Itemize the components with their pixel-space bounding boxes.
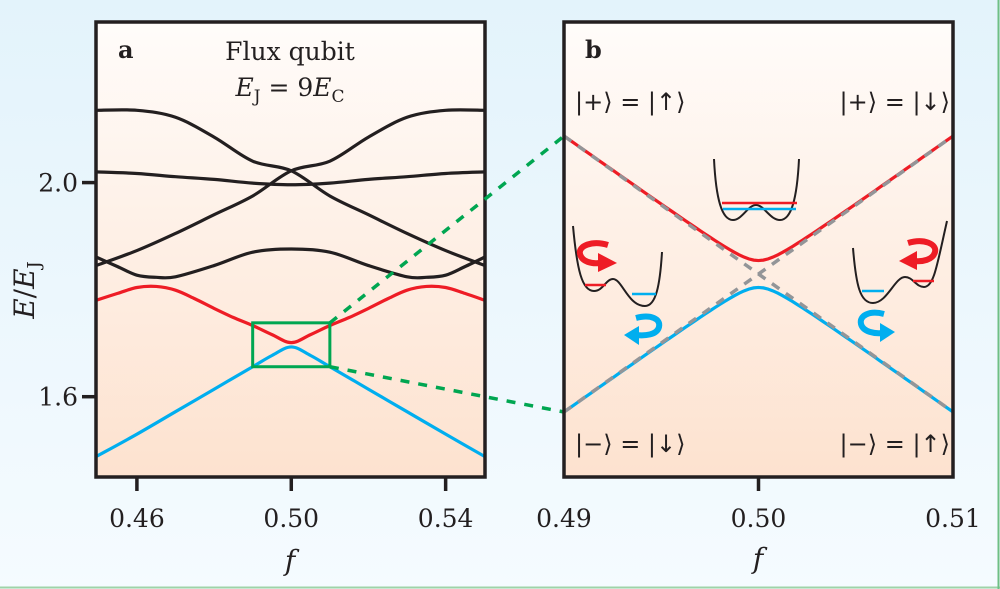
title-ec-sub: C: [332, 87, 345, 107]
ylabel-den: E: [8, 268, 41, 289]
inset-left-tilted-well: [572, 225, 663, 345]
panel-a-series-first-excited: [96, 284, 485, 345]
x-tick-label: 0.50: [263, 504, 319, 533]
title-ej-sub: J: [252, 87, 261, 107]
zoom-box: [251, 321, 332, 369]
title-ej-base: E: [234, 73, 253, 102]
blue-curved-arrow-left-icon: [624, 313, 663, 345]
x-tick-label: 0.51: [925, 504, 981, 533]
panel-b: 0.49 0.50 0.51 b |+⟩ = |↑⟩ |+⟩ = |↓⟩ |−⟩ =…: [536, 20, 981, 575]
zoom-connector-bottom: [329, 365, 565, 414]
ket-top-right: |+⟩ = |↓⟩: [840, 88, 950, 116]
x-tick-label: 0.46: [109, 504, 165, 533]
panel-a-series-level-6: [96, 108, 485, 268]
well-potential-center: [713, 158, 800, 222]
inset-right-tilted-well: [852, 220, 948, 342]
x-tick-label: 0.54: [418, 504, 474, 533]
panel-a-series: [96, 108, 485, 459]
panel-a-title-line2: EJ = 9EC: [234, 73, 344, 107]
panel-a-y-ticks: 2.0 1.6: [38, 169, 96, 412]
ket-bottom-right: |−⟩ = |↑⟩: [840, 430, 950, 458]
inset-symmetric-double-well: [713, 158, 800, 222]
x-tick-label: 0.49: [536, 504, 592, 533]
title-equals-9: = 9: [261, 73, 314, 102]
ket-bottom-left: |−⟩ = |↓⟩: [575, 430, 685, 458]
ket-top-left: |+⟩ = |↑⟩: [575, 88, 685, 116]
title-ec-base: E: [312, 73, 331, 102]
red-curved-arrow-right-icon: [899, 238, 939, 270]
well-potential-left: [572, 225, 663, 308]
y-tick-label: 1.6: [38, 383, 78, 412]
zoom-connector-top: [328, 134, 566, 325]
well-potential-right: [852, 220, 948, 305]
blue-curved-arrow-right-icon: [857, 309, 895, 342]
panel-a-series-level-4: [96, 170, 485, 187]
panel-a-label: a: [118, 35, 134, 64]
panel-a-title-line1: Flux qubit: [225, 37, 355, 66]
panel-a-series-level-3: [96, 247, 485, 280]
y-tick-label: 2.0: [38, 169, 78, 198]
panel-a-x-ticks: 0.46 0.50 0.54: [109, 477, 473, 533]
panel-a-y-axis-label: E/EJ: [8, 261, 45, 320]
panel-b-series: [564, 134, 953, 414]
panel-b-plot-area: [564, 22, 953, 477]
panel-b-diabatic-line-2: [564, 134, 953, 414]
panel-a-series-ground: [96, 345, 485, 459]
red-curved-arrow-left-icon: [576, 240, 617, 272]
x-tick-label: 0.50: [731, 504, 787, 533]
panel-b-x-ticks: 0.49 0.50 0.51: [536, 477, 981, 533]
panel-b-label: b: [585, 35, 602, 64]
ylabel-num: E: [8, 298, 41, 319]
ylabel-slash: /: [8, 288, 41, 298]
panel-a: 2.01.6 0.46 0.50 0.54 a Flux qubit EJ = 9E…: [8, 20, 487, 577]
ylabel-den-sub: J: [24, 261, 45, 270]
